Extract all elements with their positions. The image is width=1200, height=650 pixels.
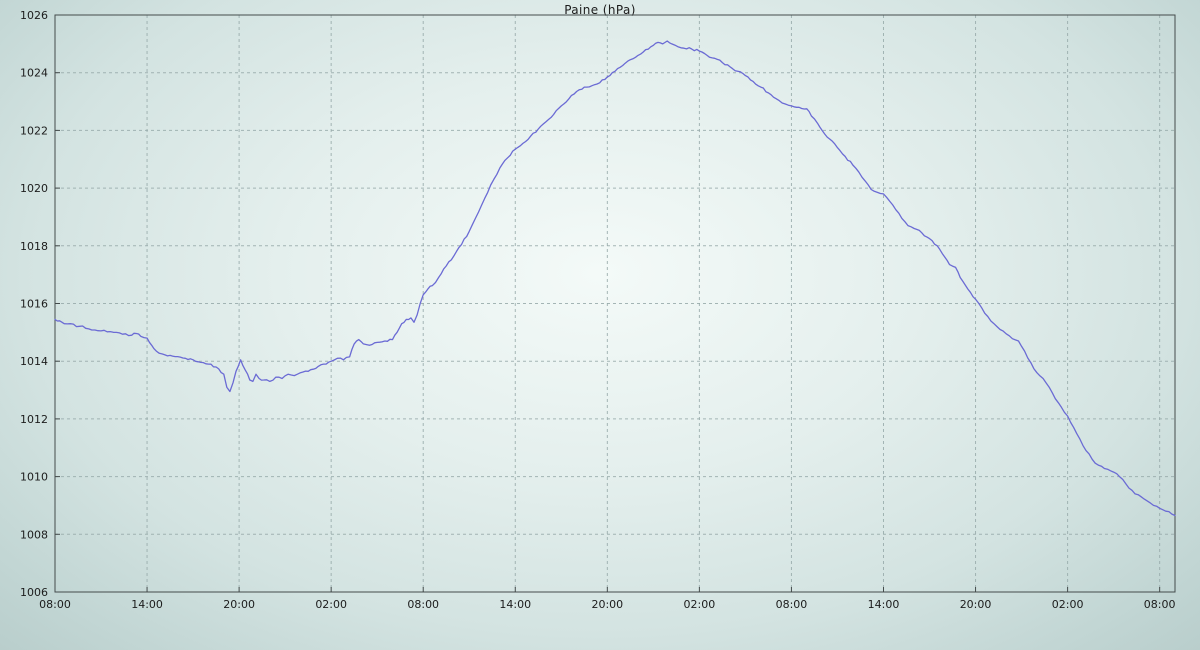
x-tick-label: 20:00	[223, 598, 255, 611]
pressure-series-line	[54, 40, 1176, 517]
x-tick-label: 02:00	[684, 598, 716, 611]
x-tick-label: 14:00	[499, 598, 531, 611]
y-tick-label: 1012	[20, 413, 48, 426]
y-tick-label: 1008	[20, 528, 48, 541]
x-tick-label: 08:00	[776, 598, 808, 611]
x-tick-label: 02:00	[1052, 598, 1084, 611]
y-tick-label: 1006	[20, 586, 48, 599]
y-tick-label: 1010	[20, 471, 48, 484]
y-tick-label: 1020	[20, 182, 48, 195]
x-tick-label: 08:00	[1144, 598, 1176, 611]
x-tick-label: 14:00	[131, 598, 163, 611]
y-tick-label: 1014	[20, 355, 48, 368]
y-tick-label: 1016	[20, 298, 48, 311]
x-tick-label: 08:00	[39, 598, 71, 611]
x-tick-label: 08:00	[407, 598, 439, 611]
y-tick-label: 1026	[20, 9, 48, 22]
plot-border	[54, 14, 1176, 593]
x-tick-label: 20:00	[591, 598, 623, 611]
x-tick-label: 14:00	[868, 598, 900, 611]
y-tick-label: 1024	[20, 67, 48, 80]
y-tick-label: 1022	[20, 124, 48, 137]
x-tick-label: 02:00	[315, 598, 347, 611]
y-tick-label: 1018	[20, 240, 48, 253]
chart-title: Paine (hPa)	[564, 3, 636, 17]
x-tick-label: 20:00	[960, 598, 992, 611]
